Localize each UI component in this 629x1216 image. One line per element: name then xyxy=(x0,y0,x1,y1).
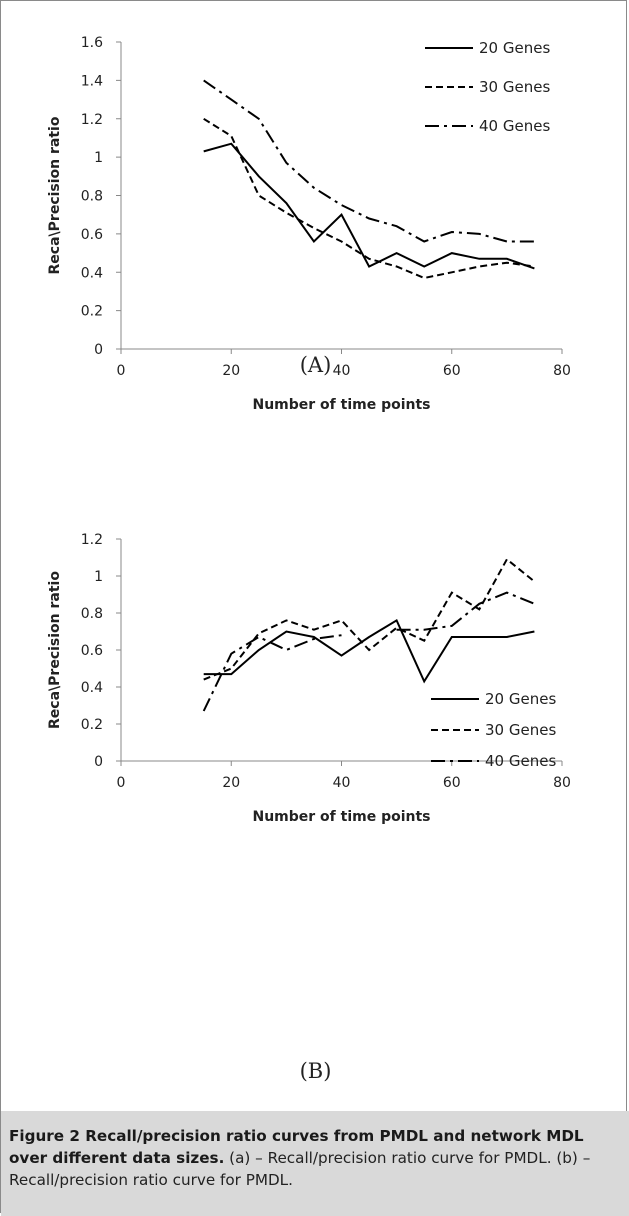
caption-title: Figure 2 Recall/precision ratio curves f… xyxy=(9,1127,584,1167)
legend-label: 30 Genes xyxy=(485,721,556,739)
y-tick-label: 1.2 xyxy=(81,532,103,548)
y-tick-label: 1.6 xyxy=(81,35,103,51)
y-tick-label: 0.4 xyxy=(81,680,103,696)
x-tick-label: 40 xyxy=(333,363,351,379)
panel-label-b: (B) xyxy=(299,1059,332,1083)
legend-label: 30 Genes xyxy=(479,78,550,96)
y-tick-label: 0.8 xyxy=(81,189,103,205)
series-line-40-genes xyxy=(202,591,535,712)
legend-label: 40 Genes xyxy=(479,117,550,135)
y-tick-label: 0 xyxy=(94,754,103,770)
y-tick-label: 0.2 xyxy=(81,717,103,733)
x-tick-label: 20 xyxy=(222,775,240,791)
legend-label: 20 Genes xyxy=(485,690,556,708)
x-tick-label: 0 xyxy=(117,775,126,791)
y-tick-label: 1 xyxy=(94,150,103,166)
series-line-30-genes xyxy=(203,117,535,280)
caption-body: (a) – Recall/precision ratio curve for P… xyxy=(9,1149,591,1189)
x-tick-label: 0 xyxy=(117,363,126,379)
series-line-20-genes xyxy=(203,142,535,270)
y-tick-label: 0.8 xyxy=(81,606,103,622)
y-tick-label: 1.2 xyxy=(81,112,103,128)
panel-label-a: (A) xyxy=(299,353,332,377)
y-tick-label: 1.4 xyxy=(81,73,103,89)
y-tick-label: 0.6 xyxy=(81,227,103,243)
y-tick-label: 0 xyxy=(94,342,103,358)
series-line-40-genes xyxy=(203,79,535,243)
x-tick-label: 80 xyxy=(553,775,571,791)
x-tick-label: 60 xyxy=(443,775,461,791)
x-tick-label: 20 xyxy=(222,363,240,379)
y-tick-label: 0.6 xyxy=(81,643,103,659)
chart-b: 0 0.2 0.4 0.6 0.8 1 1.2 0 20 40 60 80 Number of time… xyxy=(47,532,571,825)
x-axis-title: Number of time points xyxy=(252,397,430,413)
y-tick-label: 0.4 xyxy=(81,265,103,281)
chart-a: 0 0.2 0.4 0.6 0.8 1 1.2 1.4 1.6 0 20 40 60 80 Number o… xyxy=(47,35,571,413)
x-tick-label: 60 xyxy=(443,363,461,379)
y-tick-label: 0.2 xyxy=(81,304,103,320)
y-tick-label: 1 xyxy=(94,569,103,585)
figure-caption: Figure 2 Recall/precision ratio curves f… xyxy=(1,1111,629,1216)
x-axis-title: Number of time points xyxy=(252,809,430,825)
x-tick-label: 40 xyxy=(333,775,351,791)
y-axis-title: Reca\Precision ratio xyxy=(47,116,63,274)
series-line-20-genes xyxy=(203,618,535,684)
x-tick-label: 80 xyxy=(553,363,571,379)
series-line-30-genes xyxy=(203,557,536,681)
y-axis-title: Reca\Precision ratio xyxy=(47,571,63,729)
legend-label: 20 Genes xyxy=(479,39,550,57)
legend-label: 40 Genes xyxy=(485,752,556,770)
